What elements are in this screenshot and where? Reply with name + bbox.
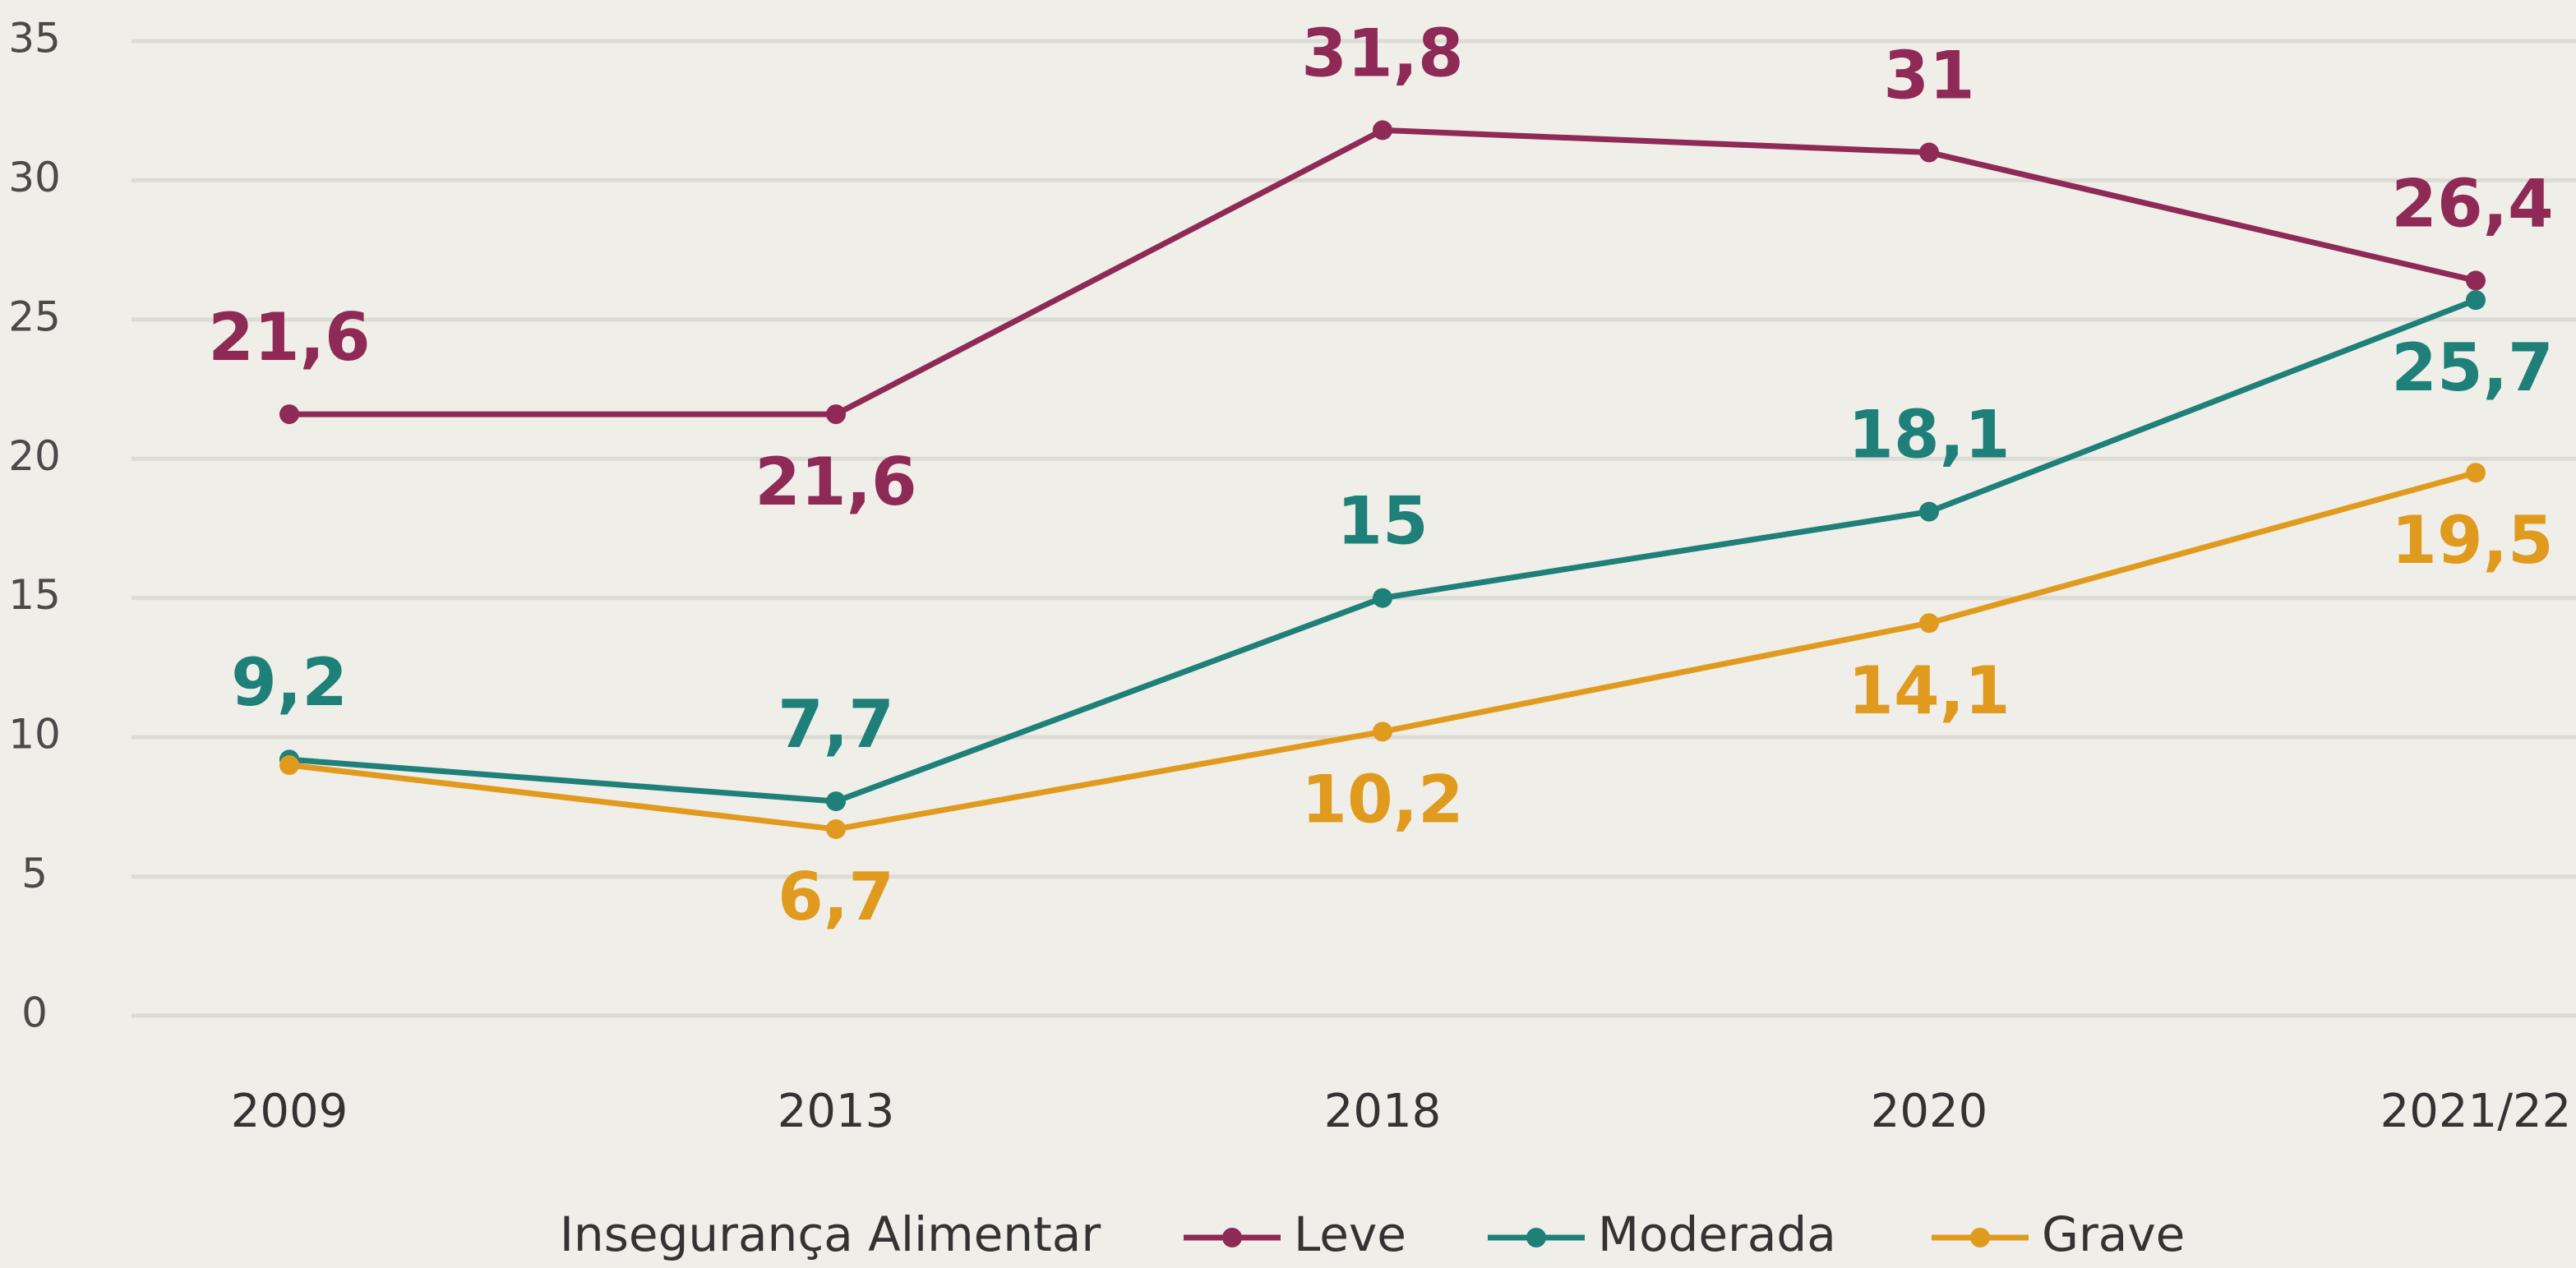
x-tick-label: 2020 [1871, 1085, 1988, 1138]
x-tick-label: 2013 [778, 1085, 895, 1138]
legend-label: Grave [2042, 1206, 2185, 1262]
legend-marker [1526, 1228, 1546, 1247]
data-label: 9,2 [231, 644, 348, 721]
legend-marker [1222, 1228, 1242, 1247]
legend-title: Insegurança Alimentar [560, 1206, 1101, 1262]
y-tick-label: 30 [8, 154, 61, 201]
data-point [2466, 290, 2486, 311]
y-tick-label: 5 [21, 850, 48, 897]
legend-label: Leve [1294, 1206, 1406, 1262]
data-label: 19,5 [2391, 502, 2553, 579]
data-point [826, 404, 846, 425]
data-point [826, 791, 846, 812]
data-label: 6,7 [778, 859, 894, 935]
data-point [2466, 270, 2486, 291]
x-tick-label: 2009 [231, 1085, 349, 1138]
data-point [1919, 501, 1939, 522]
y-tick-label: 20 [8, 432, 61, 480]
data-label: 21,6 [755, 444, 916, 520]
x-tick-label: 2018 [1324, 1085, 1442, 1138]
data-label: 7,7 [778, 686, 894, 763]
data-label: 10,2 [1301, 761, 1463, 837]
data-label: 14,1 [1848, 652, 2010, 729]
data-label: 25,7 [2391, 330, 2553, 406]
data-point [279, 404, 299, 425]
x-tick-label: 2021/22 [2380, 1085, 2572, 1138]
data-point [2466, 463, 2486, 483]
legend-marker [1970, 1228, 1990, 1247]
data-point [1919, 142, 1939, 163]
data-point [1919, 613, 1939, 634]
y-tick-label: 35 [8, 15, 61, 62]
data-point [826, 818, 846, 839]
data-label: 26,4 [2391, 165, 2553, 242]
data-label: 21,6 [208, 299, 370, 376]
y-tick-label: 0 [21, 989, 48, 1037]
data-label: 18,1 [1848, 397, 2010, 473]
y-tick-label: 25 [8, 293, 61, 340]
data-point [1373, 722, 1392, 742]
data-point [1373, 588, 1392, 608]
data-point [1373, 120, 1392, 141]
data-label: 15 [1336, 483, 1428, 560]
legend-label: Moderada [1598, 1206, 1836, 1262]
data-label: 31,8 [1301, 15, 1463, 91]
data-label: 31 [1883, 38, 1974, 114]
data-point [279, 755, 299, 776]
y-tick-label: 15 [8, 571, 61, 619]
y-tick-label: 10 [8, 711, 61, 758]
